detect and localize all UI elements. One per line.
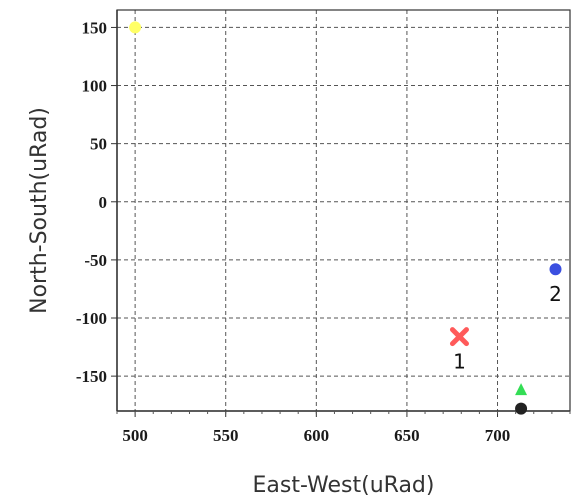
data-point-triangle (515, 383, 528, 396)
data-point-circle (129, 21, 142, 34)
y-tick-label: -50 (84, 251, 107, 270)
data-point-circle (549, 263, 562, 276)
y-tick-label: 150 (82, 18, 108, 37)
x-tick-label: 650 (394, 426, 420, 445)
y-tick-label: 50 (90, 135, 107, 154)
y-tick-label: 100 (82, 77, 108, 96)
y-tick-label: 0 (99, 193, 108, 212)
y-tick-label: -150 (76, 367, 107, 386)
x-tick-label: 600 (304, 426, 330, 445)
x-axis-title: East-West(uRad) (253, 473, 435, 498)
data-point-label: 2 (549, 282, 562, 306)
data-point-x (449, 327, 469, 347)
x-tick-label: 500 (122, 426, 148, 445)
x-tick-label: 700 (485, 426, 511, 445)
plot-area (116, 9, 571, 412)
data-points: 12 (129, 21, 562, 415)
x-tick-label: 550 (213, 426, 239, 445)
y-axis-title: North-South(uRad) (27, 107, 52, 314)
y-tick-label: -100 (76, 309, 107, 328)
data-point-label: 1 (453, 350, 466, 374)
data-point-circle (515, 402, 528, 415)
grid (117, 10, 570, 411)
